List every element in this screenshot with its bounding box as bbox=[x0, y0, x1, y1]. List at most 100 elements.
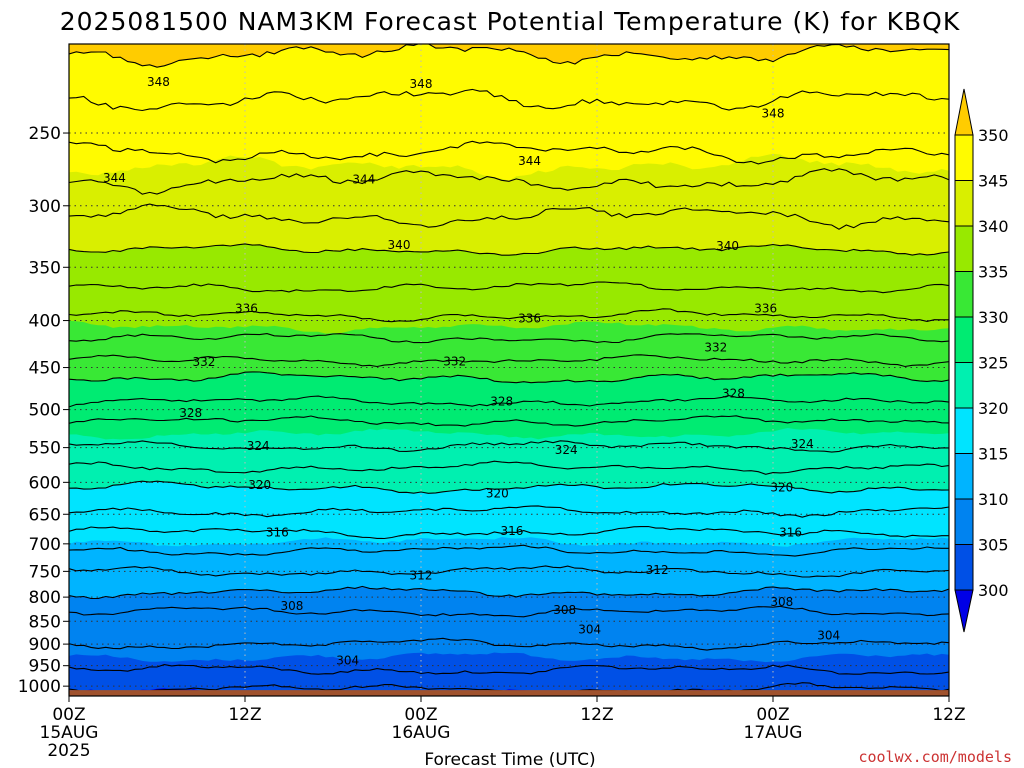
contour-314 bbox=[69, 544, 949, 557]
colorbar-band-325 bbox=[954, 316, 974, 363]
contour-label-316: 316 bbox=[779, 525, 802, 539]
colorbar-over-arrow bbox=[954, 88, 974, 136]
x-tick-label-year-0: 2025 bbox=[47, 741, 90, 761]
x-tick-label-time-24: 00Z bbox=[404, 705, 437, 725]
colorbar-band-340 bbox=[954, 180, 974, 227]
contour-312 bbox=[69, 565, 949, 578]
y-tick-label-400: 400 bbox=[29, 312, 61, 332]
y-tick-label-950: 950 bbox=[29, 657, 61, 677]
colorbar-label-345: 345 bbox=[978, 172, 1009, 191]
x-tick-label-date-0: 15AUG bbox=[40, 723, 99, 743]
y-tick-label-800: 800 bbox=[29, 588, 61, 608]
y-tick-label-500: 500 bbox=[29, 401, 61, 421]
y-tick-label-900: 900 bbox=[29, 635, 61, 655]
y-axis: 250 300 350 400 450 500 550 600 650 700 750 800 850 9… bbox=[18, 124, 69, 697]
contour-338 bbox=[69, 281, 949, 294]
colorbar-under-arrow bbox=[954, 589, 974, 633]
contour-label-348: 348 bbox=[762, 106, 785, 120]
colorbar-label-315: 315 bbox=[978, 445, 1009, 464]
x-tick-label-date-48: 17AUG bbox=[744, 723, 803, 743]
y-tick-label-850: 850 bbox=[29, 612, 61, 632]
colorbar-band-320 bbox=[954, 362, 974, 409]
contour-label-336: 336 bbox=[235, 301, 258, 315]
temperature-fill-layer bbox=[69, 44, 949, 696]
grid-layer bbox=[69, 44, 949, 696]
colorbar-label-310: 310 bbox=[978, 490, 1009, 509]
y-tick-label-700: 700 bbox=[29, 535, 61, 555]
contour-label-304: 304 bbox=[578, 623, 601, 637]
contour-308 bbox=[69, 605, 949, 618]
y-tick-label-350: 350 bbox=[29, 258, 61, 278]
contour-label-324: 324 bbox=[791, 437, 814, 451]
contour-324 bbox=[69, 440, 949, 453]
y-tick-label-300: 300 bbox=[29, 197, 61, 217]
colorbar-band-315 bbox=[954, 407, 974, 454]
contour-label-316: 316 bbox=[500, 524, 523, 538]
colorbar-band-310 bbox=[954, 453, 974, 500]
contour-336 bbox=[69, 308, 949, 323]
contour-layer bbox=[69, 44, 949, 696]
colorbar: 300 305 310 315 320 325 330 335 340 345 350 bbox=[954, 88, 1009, 633]
contour-label-344: 344 bbox=[518, 154, 541, 168]
y-tick-label-600: 600 bbox=[29, 473, 61, 493]
contour-label-304: 304 bbox=[336, 654, 359, 668]
y-tick-label-750: 750 bbox=[29, 562, 61, 582]
contour-label-348: 348 bbox=[410, 77, 433, 91]
colorbar-label-340: 340 bbox=[978, 217, 1009, 236]
y-tick-label-1000: 1000 bbox=[18, 677, 61, 697]
contour-344 bbox=[69, 168, 949, 195]
colorbar-band-345 bbox=[954, 134, 974, 181]
colorbar-band-305 bbox=[954, 498, 974, 545]
colorbar-label-350: 350 bbox=[978, 126, 1009, 145]
contour-label-344: 344 bbox=[352, 173, 375, 187]
contour-label-344: 344 bbox=[103, 171, 126, 185]
contour-346 bbox=[69, 140, 949, 165]
contour-label-348: 348 bbox=[147, 75, 170, 89]
colorbar-band-330 bbox=[954, 271, 974, 318]
x-tick-label-time-12: 12Z bbox=[228, 705, 261, 725]
y-tick-label-250: 250 bbox=[29, 124, 61, 144]
contour-label-316: 316 bbox=[266, 525, 289, 539]
contour-328 bbox=[69, 395, 949, 408]
y-tick-label-650: 650 bbox=[29, 505, 61, 525]
contour-label-320: 320 bbox=[770, 481, 793, 495]
x-tick-label-time-48: 00Z bbox=[756, 705, 789, 725]
x-tick-label-time-0: 00Z bbox=[52, 705, 85, 725]
contour-label-332: 332 bbox=[443, 354, 466, 368]
plot-frame bbox=[68, 43, 950, 697]
contour-306 bbox=[69, 637, 949, 651]
contour-348 bbox=[69, 88, 949, 112]
contour-label-layer: 348 348 348 344 344 344 340 340 336 336 336 332 332 3… bbox=[103, 75, 840, 668]
contour-label-328: 328 bbox=[722, 386, 745, 400]
contour-332 bbox=[69, 354, 949, 368]
contour-label-320: 320 bbox=[486, 486, 509, 500]
contour-label-328: 328 bbox=[179, 406, 202, 420]
contour-304 bbox=[69, 664, 949, 675]
contour-330 bbox=[69, 371, 949, 384]
contour-label-312: 312 bbox=[646, 563, 669, 577]
contour-326 bbox=[69, 415, 949, 427]
contour-322 bbox=[69, 460, 949, 475]
colorbar-label-335: 335 bbox=[978, 263, 1009, 282]
chart-title: 2025081500 NAM3KM Forecast Potential Tem… bbox=[60, 7, 961, 36]
contour-label-340: 340 bbox=[716, 239, 739, 253]
contour-label-336: 336 bbox=[754, 301, 777, 315]
colorbar-label-305: 305 bbox=[978, 536, 1009, 555]
contour-334 bbox=[69, 333, 949, 344]
contour-label-324: 324 bbox=[247, 439, 270, 453]
contour-316 bbox=[69, 525, 949, 540]
contour-label-336: 336 bbox=[518, 312, 541, 326]
contour-320 bbox=[69, 480, 949, 494]
contour-label-320: 320 bbox=[248, 478, 271, 492]
y-tick-label-550: 550 bbox=[29, 439, 61, 459]
y-tick-label-450: 450 bbox=[29, 359, 61, 379]
contour-label-324: 324 bbox=[555, 443, 578, 457]
fill-band-below-305 bbox=[69, 652, 949, 696]
x-tick-label-time-36: 12Z bbox=[580, 705, 613, 725]
colorbar-label-325: 325 bbox=[978, 354, 1009, 373]
contour-label-328: 328 bbox=[490, 395, 513, 409]
x-axis-title: Forecast Time (UTC) bbox=[424, 750, 595, 768]
colorbar-band-335 bbox=[954, 225, 974, 272]
contour-label-308: 308 bbox=[553, 603, 576, 617]
